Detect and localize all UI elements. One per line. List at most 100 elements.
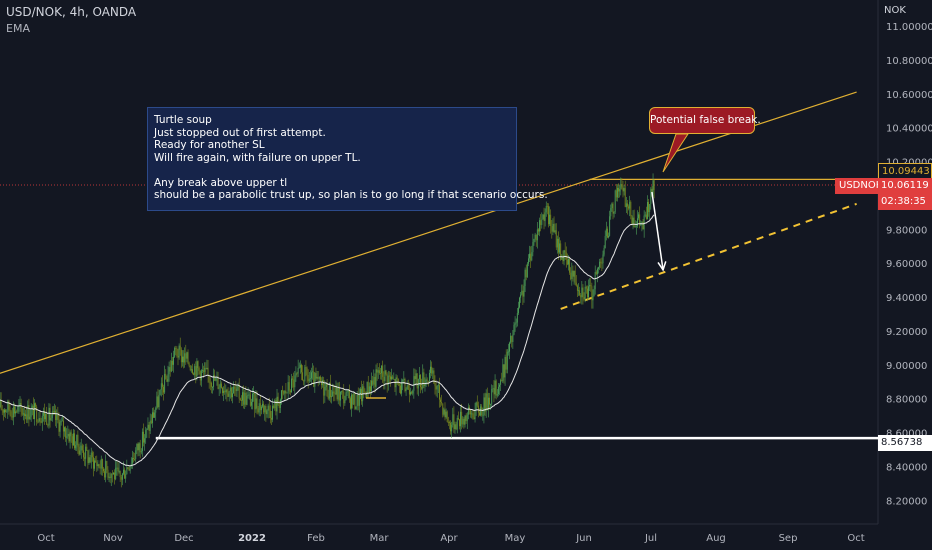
candle-body: [437, 385, 439, 387]
candle-body: [297, 367, 299, 374]
candle-body: [100, 458, 102, 469]
candle-body: [366, 382, 368, 398]
candle-body: [282, 390, 284, 392]
candle-body: [412, 390, 414, 394]
x-tick-label: Apr: [440, 533, 458, 544]
candle-body: [158, 394, 160, 408]
candle-body: [323, 379, 325, 396]
candle-body: [354, 393, 356, 409]
candle-body: [67, 433, 69, 437]
candle-body: [80, 445, 82, 451]
candle-body: [476, 402, 478, 406]
trade-note-box[interactable]: Turtle soup Just stopped out of first at…: [147, 107, 548, 211]
candle-body: [134, 459, 136, 460]
candle-body: [262, 403, 263, 407]
candle-body: [447, 422, 449, 423]
upper-trendline[interactable]: [0, 91, 857, 374]
candle-body: [601, 262, 603, 264]
candle-body: [135, 450, 137, 460]
candle-body: [220, 383, 222, 388]
candle-body: [177, 356, 179, 358]
candle-body: [1, 409, 3, 411]
candle-body: [84, 457, 85, 459]
candle-body: [551, 226, 553, 232]
candle-body: [263, 403, 265, 413]
candle-body: [484, 397, 486, 412]
candle-body: [435, 386, 437, 390]
candle-body: [594, 271, 596, 290]
candle-body: [401, 381, 403, 394]
lower-trendline-dashed[interactable]: [560, 202, 857, 310]
candle-body: [123, 469, 124, 474]
candle-body: [249, 394, 251, 406]
candle-body: [635, 225, 637, 227]
candle-body: [383, 376, 385, 382]
candle-body: [218, 387, 220, 389]
candle-body: [510, 335, 512, 343]
candle-body: [64, 427, 65, 432]
candle-body: [342, 391, 344, 393]
candle-body: [164, 373, 166, 393]
candle-body: [85, 446, 87, 459]
candle-body: [88, 457, 90, 463]
candle-body: [428, 372, 430, 382]
candle-body: [554, 230, 556, 233]
candle-body: [22, 413, 24, 415]
price-axis-panel[interactable]: [878, 0, 932, 550]
candle-body: [61, 420, 63, 422]
candle-body: [253, 392, 255, 394]
candle-body: [402, 379, 404, 382]
candle-body: [500, 380, 502, 385]
candle-body: [276, 396, 278, 412]
candle-body: [575, 282, 577, 286]
candle-body: [638, 214, 640, 219]
candle-body: [648, 202, 650, 213]
candle-body: [652, 180, 654, 196]
candle-body: [414, 376, 416, 380]
false-break-callout[interactable]: Potential false break.: [649, 107, 761, 134]
candle-body: [182, 356, 183, 363]
candle-body: [580, 295, 582, 298]
candle-body: [97, 464, 99, 467]
candle-body: [71, 436, 73, 446]
candle-body: [105, 460, 107, 478]
candle-body: [214, 374, 216, 381]
candle-body: [286, 392, 288, 394]
candle-body: [160, 383, 162, 390]
candle-body: [368, 386, 370, 394]
candle-body: [325, 383, 327, 387]
candle-body: [159, 389, 161, 395]
candle-body: [496, 394, 498, 396]
candle-body: [104, 471, 106, 478]
candle-body: [89, 457, 91, 463]
candle-body: [167, 374, 169, 382]
candle-body: [571, 270, 573, 280]
candle-body: [222, 387, 223, 393]
candle-body: [570, 272, 572, 280]
ema-indicator-label[interactable]: EMA: [6, 22, 30, 35]
y-tick-label: 8.80000: [886, 395, 927, 406]
candle-body: [465, 415, 467, 422]
candle-body: [143, 431, 144, 443]
candle-body: [387, 375, 389, 385]
candle-body: [559, 243, 561, 253]
symbol-title: USD/NOK, 4h, OANDA: [6, 5, 137, 19]
projected-move-arrow[interactable]: [651, 191, 664, 271]
candle-body: [193, 373, 195, 375]
x-tick-label: Feb: [307, 533, 325, 544]
candle-body: [598, 267, 599, 269]
candle-body: [273, 405, 275, 409]
candle-body: [269, 410, 271, 419]
candle-body: [90, 452, 92, 463]
candle-body: [169, 367, 171, 372]
candle-body: [291, 378, 292, 393]
candle-body: [527, 258, 529, 264]
candle-body: [331, 396, 332, 398]
candle-body: [103, 468, 104, 472]
candle-body: [434, 383, 436, 387]
candle-body: [208, 374, 210, 383]
candle-body: [605, 228, 607, 236]
candle-body: [117, 467, 119, 472]
x-tick-label: Aug: [706, 533, 726, 544]
